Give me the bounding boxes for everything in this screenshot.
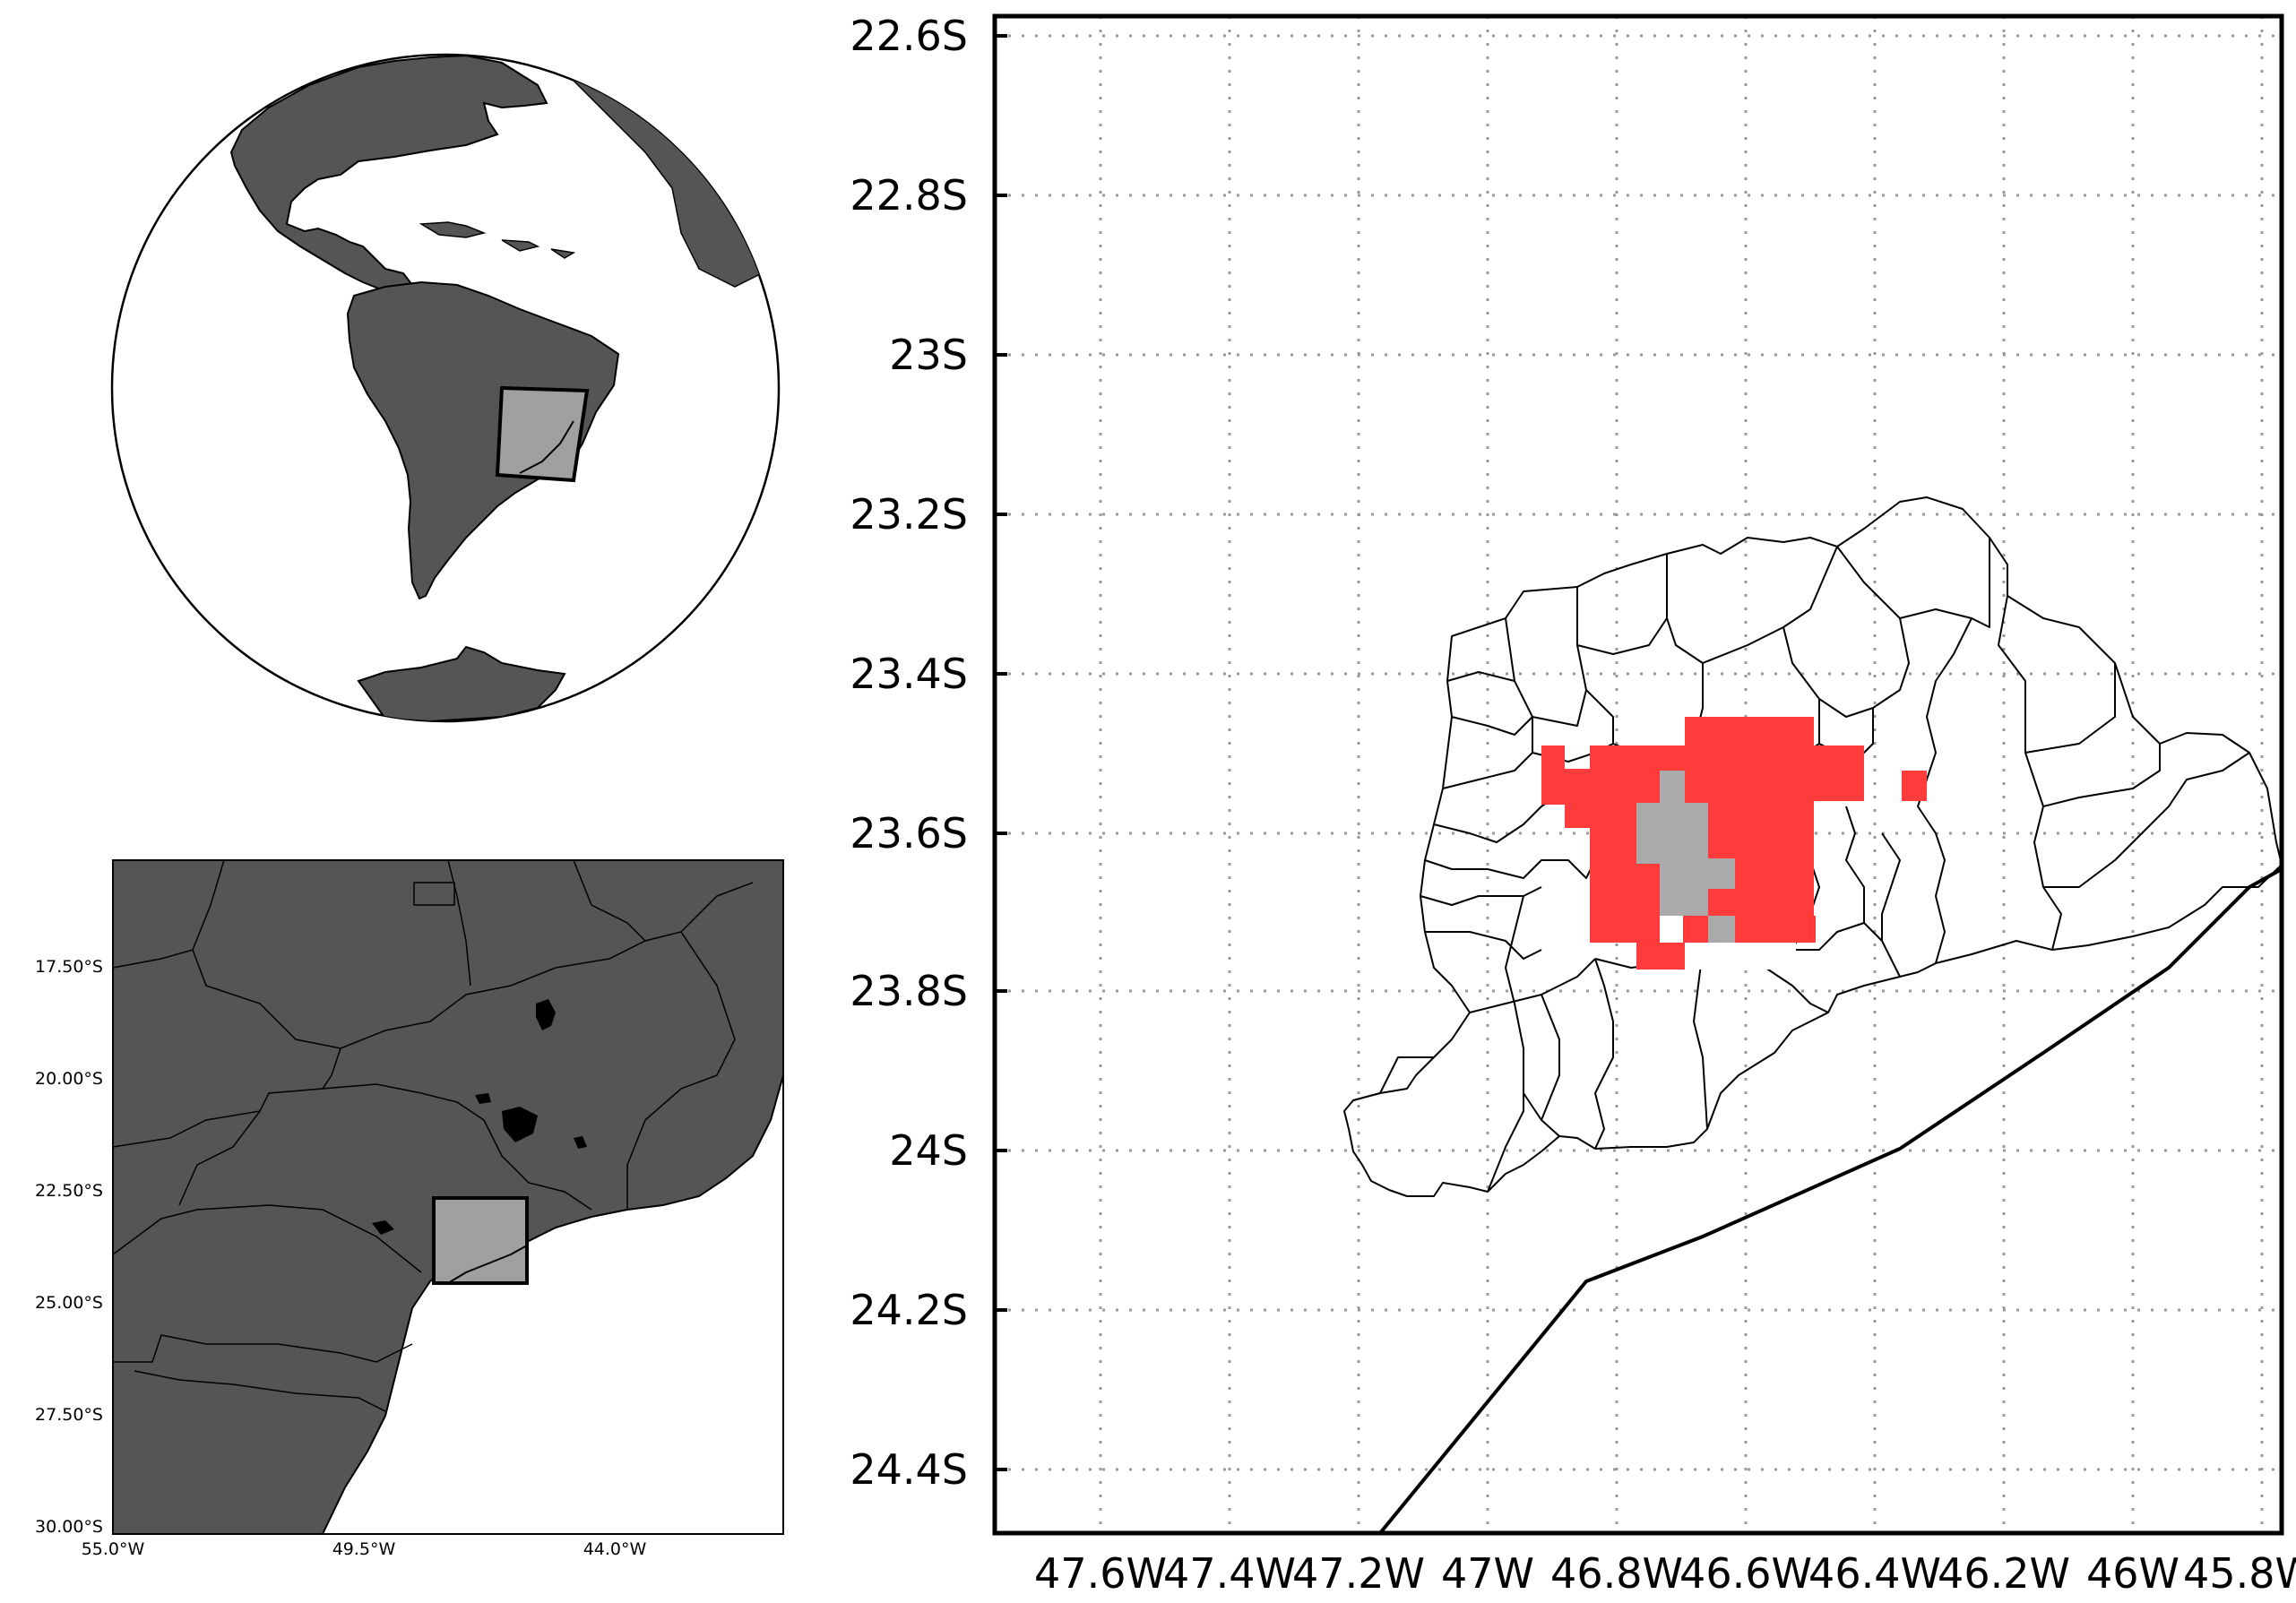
main-lat-tick: 24.4S [850, 1445, 968, 1494]
main-lon-tick: 46.8W [1550, 1549, 1683, 1598]
main-lon-ticks: 47.6W 47.4W 47.2W 47W 46.8W 46.6W 46.4W … [1034, 1549, 2296, 1598]
inset-coast-inside-box [447, 1245, 528, 1284]
inset-lat-tick: 20.00°S [35, 1069, 103, 1089]
metro-region-outline [1343, 496, 2282, 1197]
inset-lon-tick: 44.0°W [583, 1539, 647, 1559]
main-lat-tick: 24S [889, 1126, 968, 1175]
main-lat-tick: 23.6S [850, 809, 968, 858]
coastline [1378, 867, 2282, 1533]
south-america-landmass [346, 280, 620, 600]
north-america-landmass [229, 55, 548, 293]
main-lon-tick: 46W [2086, 1549, 2179, 1598]
inset-lat-tick: 27.50°S [35, 1405, 103, 1425]
inset-lat-tick: 25.00°S [35, 1293, 103, 1313]
caribbean-islands [419, 221, 576, 259]
main-lat-tick: 23S [889, 331, 968, 379]
main-lon-tick: 45.8W [2183, 1549, 2296, 1598]
main-frame [992, 13, 2284, 1536]
main-lat-tick: 23.4S [850, 650, 968, 698]
inset-lon-tick: 55.0°W [82, 1539, 145, 1559]
inset-domain-box [432, 1196, 529, 1285]
inset-borders [113, 860, 754, 1412]
main-lat-ticks: 22.6S 22.8S 23S 23.2S 23.4S 23.6S 23.8S … [850, 12, 968, 1494]
main-lon-tick: 47.6W [1034, 1549, 1167, 1598]
inset-lat-tick: 22.50°S [35, 1181, 103, 1201]
globe-panel [110, 53, 781, 723]
main-lon-tick: 46.6W [1679, 1549, 1812, 1598]
main-lat-tick-marks [995, 34, 1007, 1471]
inset-lon-ticks: 55.0°W 49.5°W 44.0°W [82, 1539, 647, 1559]
globe-coast-inside-box [519, 420, 574, 474]
inset-lat-tick: 17.50°S [35, 957, 103, 977]
main-lon-tick: 47.2W [1292, 1549, 1425, 1598]
main-gridlines [995, 16, 2282, 1533]
main-lon-tick: 46.2W [1938, 1549, 2070, 1598]
urban-cells-gaps [1660, 916, 1796, 970]
main-lat-tick: 22.6S [850, 12, 968, 60]
inset-reservoirs [372, 999, 587, 1235]
main-map: 22.6S 22.8S 23S 23.2S 23.4S 23.6S 23.8S … [850, 12, 2296, 1598]
main-lon-tick: 47.4W [1163, 1549, 1296, 1598]
inset-lon-tick: 49.5°W [332, 1539, 396, 1559]
main-lat-tick: 22.8S [850, 171, 968, 220]
main-lon-tick: 46.4W [1808, 1549, 1941, 1598]
globe-domain-box [495, 385, 590, 483]
inset-lat-ticks: 17.50°S 20.00°S 22.50°S 25.00°S 27.50°S … [35, 957, 103, 1537]
main-lat-tick: 23.2S [850, 490, 968, 539]
main-lat-tick: 24.2S [850, 1286, 968, 1334]
main-lat-tick: 23.8S [850, 967, 968, 1015]
main-lon-tick: 47W [1441, 1549, 1534, 1598]
inset-lat-tick: 30.00°S [35, 1517, 103, 1537]
inset-frame [112, 859, 784, 1535]
inset-map: 17.50°S 20.00°S 22.50°S 25.00°S 27.50°S … [35, 859, 784, 1559]
antarctica [357, 645, 566, 721]
